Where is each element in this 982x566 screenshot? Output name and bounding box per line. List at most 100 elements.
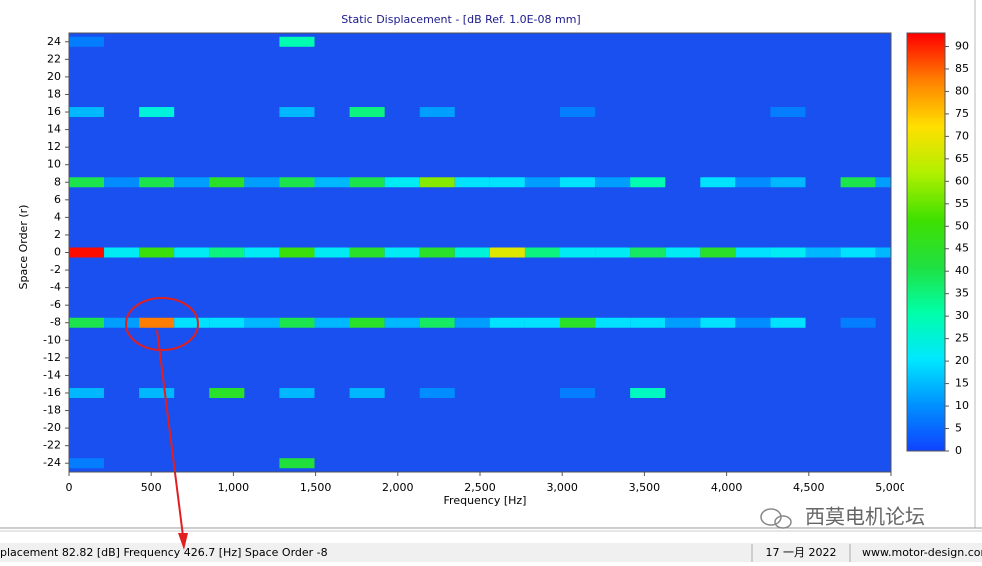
status-bar	[0, 543, 982, 562]
y-tick-label: 0	[54, 246, 61, 259]
colorbar-strip	[907, 145, 945, 148]
y-tick-label: 14	[47, 123, 61, 136]
heat-cell	[665, 317, 701, 328]
heat-cell	[139, 317, 175, 328]
colorbar-strip	[907, 371, 945, 374]
heat-cell	[770, 317, 806, 328]
heat-cell	[454, 317, 490, 328]
colorbar-strip	[907, 69, 945, 72]
colorbar-strip	[907, 35, 945, 38]
colorbar-strip	[907, 447, 945, 450]
y-tick-label: -10	[43, 333, 61, 346]
colorbar-strip	[907, 443, 945, 446]
heat-cell	[279, 317, 315, 328]
colorbar-strip	[907, 149, 945, 152]
colorbar-strip	[907, 375, 945, 378]
y-tick-label: -2	[50, 263, 61, 276]
colorbar-tick-label: 85	[955, 62, 969, 75]
colorbar-strip	[907, 281, 945, 284]
y-tick-label: 20	[47, 70, 61, 83]
heat-cell	[630, 247, 666, 258]
x-tick-label: 4,000	[711, 481, 743, 494]
colorbar-strip	[907, 65, 945, 68]
colorbar-strip	[907, 141, 945, 144]
colorbar-strip	[907, 217, 945, 220]
colorbar-strip	[907, 153, 945, 156]
y-tick-label: 6	[54, 193, 61, 206]
colorbar-strip	[907, 115, 945, 118]
x-tick-label: 1,000	[218, 481, 250, 494]
colorbar-tick-label: 75	[955, 107, 969, 120]
colorbar-strip	[907, 345, 945, 348]
heat-cell	[630, 317, 666, 328]
colorbar-strip	[907, 131, 945, 134]
colorbar-strip	[907, 349, 945, 352]
colorbar-strip	[907, 93, 945, 96]
y-tick-label: 22	[47, 52, 61, 65]
heat-cell	[524, 317, 560, 328]
colorbar-strip	[907, 229, 945, 232]
colorbar-strip	[907, 429, 945, 432]
colorbar-strip	[907, 441, 945, 444]
y-tick-label: -22	[43, 439, 61, 452]
y-tick-label: 10	[47, 158, 61, 171]
colorbar-strip	[907, 127, 945, 130]
colorbar-strip	[907, 351, 945, 354]
colorbar-strip	[907, 301, 945, 304]
status-site: www.motor-design.com	[862, 546, 982, 559]
heat-cell	[875, 177, 891, 188]
y-axis-label: Space Order (r)	[17, 205, 30, 290]
colorbar-strip	[907, 49, 945, 52]
colorbar-strip	[907, 207, 945, 210]
colorbar-strip	[907, 405, 945, 408]
heat-cell	[875, 247, 891, 258]
colorbar-strip	[907, 425, 945, 428]
heat-cell	[840, 177, 876, 188]
colorbar-strip	[907, 407, 945, 410]
heat-cell	[419, 107, 455, 118]
y-tick-label: -14	[43, 368, 61, 381]
colorbar-strip	[907, 87, 945, 90]
colorbar-strip	[907, 235, 945, 238]
colorbar-strip	[907, 307, 945, 310]
heat-cell	[279, 458, 315, 469]
colorbar-strip	[907, 77, 945, 80]
colorbar-strip	[907, 155, 945, 158]
heat-cell	[244, 317, 280, 328]
colorbar-strip	[907, 205, 945, 208]
colorbar-strip	[907, 139, 945, 142]
colorbar-tick-label: 55	[955, 197, 969, 210]
colorbar-strip	[907, 293, 945, 296]
colorbar-strip	[907, 135, 945, 138]
colorbar-strip	[907, 423, 945, 426]
colorbar-strip	[907, 85, 945, 88]
heat-cell	[69, 177, 105, 188]
colorbar-strip	[907, 51, 945, 54]
colorbar-strip	[907, 137, 945, 140]
heat-cell	[700, 247, 736, 258]
colorbar-strip	[907, 393, 945, 396]
colorbar-strip	[907, 67, 945, 70]
colorbar-strip	[907, 171, 945, 174]
colorbar-strip	[907, 183, 945, 186]
colorbar-strip	[907, 261, 945, 264]
y-tick-label: -16	[43, 386, 61, 399]
heat-cell	[630, 387, 666, 398]
colorbar-strip	[907, 179, 945, 182]
colorbar-strip	[907, 299, 945, 302]
colorbar-strip	[907, 109, 945, 112]
colorbar-strip	[907, 215, 945, 218]
heat-cell	[700, 317, 736, 328]
colorbar-strip	[907, 267, 945, 270]
colorbar-strip	[907, 413, 945, 416]
colorbar-strip	[907, 45, 945, 48]
colorbar-strip	[907, 71, 945, 74]
colorbar: 0 5 10 15 20 25 30 35 40 45 50 55 60 65 70 75 80 85 90	[906, 32, 969, 457]
colorbar-strip	[907, 55, 945, 58]
colorbar-strip	[907, 297, 945, 300]
colorbar-strip	[907, 169, 945, 172]
colorbar-strip	[907, 113, 945, 116]
colorbar-strip	[907, 357, 945, 360]
colorbar-strip	[907, 359, 945, 362]
colorbar-tick-label: 25	[955, 332, 969, 345]
